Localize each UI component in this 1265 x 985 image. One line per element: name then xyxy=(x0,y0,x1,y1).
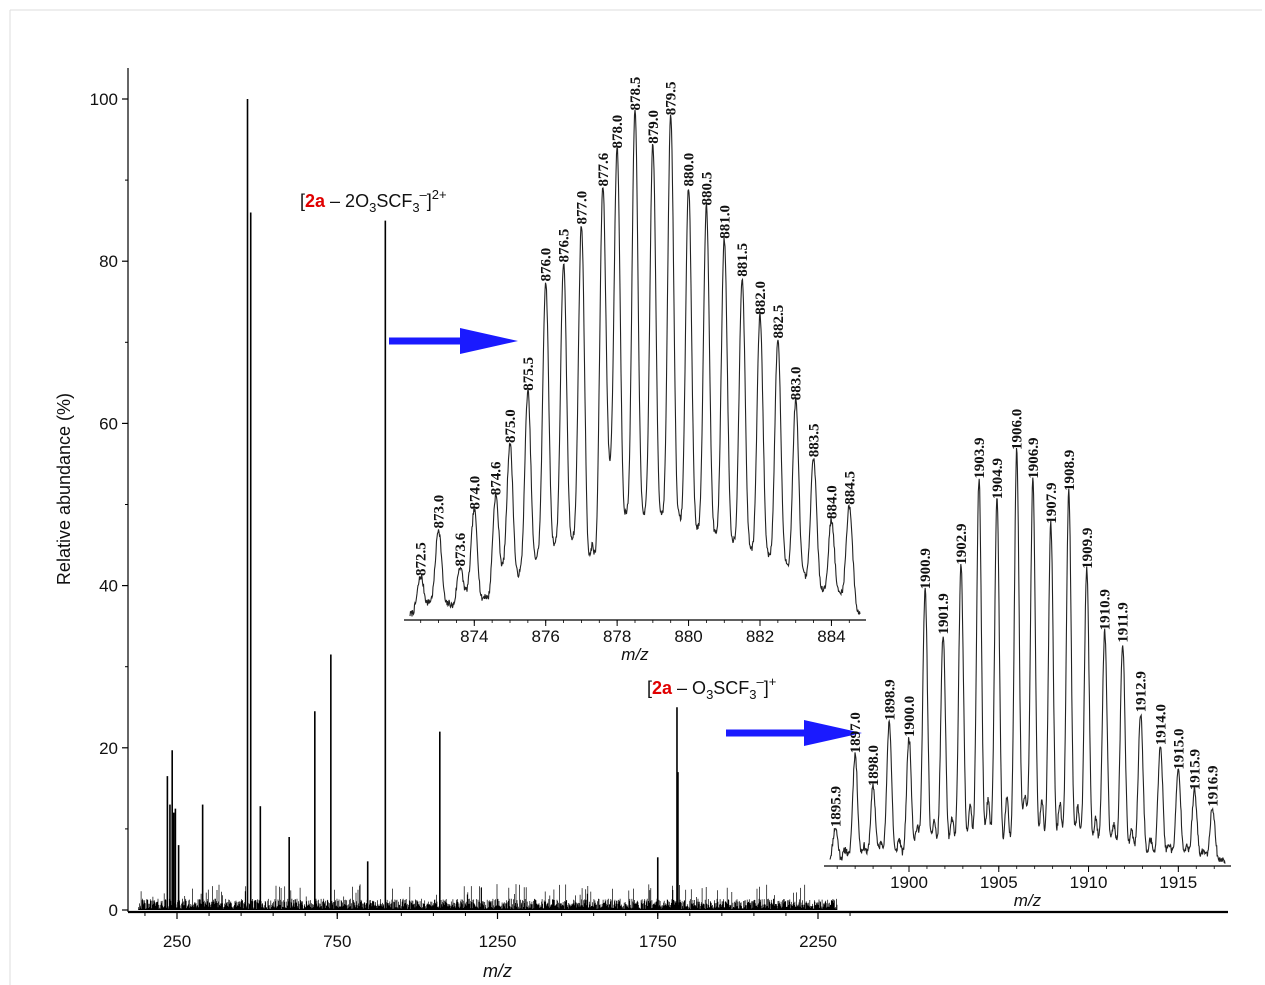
inset-peak-label: 875.0 xyxy=(503,409,519,443)
inset-x-tick-label: 880 xyxy=(674,627,702,646)
inset-peak-label: 882.5 xyxy=(771,305,787,339)
y-tick-label: 40 xyxy=(99,577,118,596)
inset-peak-label: 1895.9 xyxy=(828,786,844,827)
inset-x-axis-title: m/z xyxy=(1014,891,1042,910)
ion-annotation: [2a – 2O3SCF3–]2+ xyxy=(300,187,447,215)
inset-peak-label: 1906.0 xyxy=(1010,409,1026,450)
inset-x-tick-label: 1910 xyxy=(1070,873,1108,892)
inset-peak-label: 1900.0 xyxy=(902,696,918,737)
inset-x-tick-label: 1915 xyxy=(1159,873,1197,892)
inset-peak-label: 883.5 xyxy=(807,424,823,458)
inset-profile-trace xyxy=(409,109,861,617)
inset-x-tick-label: 878 xyxy=(603,627,631,646)
inset-peak-label: 881.5 xyxy=(735,243,751,277)
inset-peak-label: 878.0 xyxy=(610,115,626,149)
inset-peak-label: 1898.0 xyxy=(866,745,882,786)
inset-x-tick-label: 874 xyxy=(460,627,488,646)
inset-peak-label: 884.0 xyxy=(824,485,840,519)
x-tick-label: 250 xyxy=(163,932,191,951)
inset-peak-label: 1904.9 xyxy=(990,458,1006,499)
inset-peak-label: 1908.9 xyxy=(1062,450,1078,491)
inset-peak-label: 1901.9 xyxy=(936,593,952,634)
inset-peak-label: 1915.9 xyxy=(1188,749,1204,790)
inset-peak-label: 874.6 xyxy=(489,461,505,495)
inset-peak-label: 1916.9 xyxy=(1205,765,1221,806)
inset-peak-label: 1902.9 xyxy=(954,524,970,565)
x-tick-label: 1750 xyxy=(639,932,677,951)
y-tick-label: 0 xyxy=(109,901,118,920)
inset-x-tick-label: 1900 xyxy=(890,873,928,892)
main-y-axis-title: Relative abundance (%) xyxy=(54,393,74,585)
inset-peak-label: 1910.9 xyxy=(1098,589,1114,630)
inset-x-tick-label: 882 xyxy=(746,627,774,646)
arrow-head xyxy=(460,328,518,354)
inset-peak-label: 877.0 xyxy=(574,191,590,225)
ion-annotations: [2a – 2O3SCF3–]2+ [2a – O3SCF3–]+ xyxy=(300,187,776,702)
arrow-head xyxy=(804,720,862,746)
arrow-shaft xyxy=(389,337,463,345)
inset-peak-label: 878.5 xyxy=(628,77,644,111)
main-spectrum-trace xyxy=(138,99,838,910)
x-tick-label: 1250 xyxy=(479,932,517,951)
inset-peak-label: 1912.9 xyxy=(1134,671,1150,712)
x-tick-label: 750 xyxy=(323,932,351,951)
baseline-noise xyxy=(138,884,838,910)
inset-peak-label: 1906.9 xyxy=(1026,437,1042,478)
inset-peak-label: 1897.0 xyxy=(848,712,864,753)
arrow-shaft xyxy=(726,729,807,737)
inset-peak-label: 880.0 xyxy=(682,153,698,187)
inset-peak-label: 879.0 xyxy=(646,110,662,144)
y-tick-label: 100 xyxy=(90,90,118,109)
inset-peak-label: 1914.0 xyxy=(1153,704,1169,745)
inset-x-axis-title: m/z xyxy=(621,645,649,664)
main-x-axis-title: m/z xyxy=(483,961,512,981)
inset-profile-trace xyxy=(829,447,1226,864)
inset-peak-label: 873.0 xyxy=(432,495,448,529)
inset-peak-label: 1903.9 xyxy=(972,437,988,478)
inset-x-tick-label: 876 xyxy=(532,627,560,646)
inset-x-tick-label: 1905 xyxy=(980,873,1018,892)
inset-peak-label: 883.0 xyxy=(789,367,805,401)
inset-x-tick-label: 884 xyxy=(817,627,845,646)
main-tick-labels: 0 20 40 60 80 100 250 750 1250 1750 2250 xyxy=(90,90,837,951)
inset-peak-label: 880.5 xyxy=(699,172,715,206)
y-tick-label: 60 xyxy=(99,414,118,433)
inset-peak-label: 875.5 xyxy=(521,357,537,391)
inset-peak-label: 877.6 xyxy=(596,152,612,186)
inset-peak-label: 876.5 xyxy=(557,229,573,263)
inset-peak-label: 872.5 xyxy=(414,542,430,576)
inset-peak-label: 876.0 xyxy=(539,248,555,282)
main-axes xyxy=(122,68,1228,919)
y-tick-label: 20 xyxy=(99,739,118,758)
inset-peak-label: 881.0 xyxy=(717,205,733,239)
inset-peak-label: 873.6 xyxy=(453,532,469,566)
x-tick-label: 2250 xyxy=(799,932,837,951)
ion-annotation: [2a – O3SCF3–]+ xyxy=(647,674,776,702)
inset-peak-label: 1898.9 xyxy=(882,679,898,720)
inset-peak-label: 1900.9 xyxy=(918,548,934,589)
arrows xyxy=(389,328,862,746)
inset-peak-label: 884.5 xyxy=(842,471,858,505)
inset-peak-label: 1909.9 xyxy=(1080,528,1096,569)
inset-peak-label: 1911.9 xyxy=(1116,602,1132,642)
y-tick-label: 80 xyxy=(99,252,118,271)
inset-peak-label: 874.0 xyxy=(467,476,483,510)
inset-peak-label: 882.0 xyxy=(753,281,769,315)
inset-peak-label: 879.5 xyxy=(664,82,680,116)
inset-peak-label: 1907.9 xyxy=(1044,483,1060,524)
inset-peak-label: 1915.0 xyxy=(1171,729,1187,770)
